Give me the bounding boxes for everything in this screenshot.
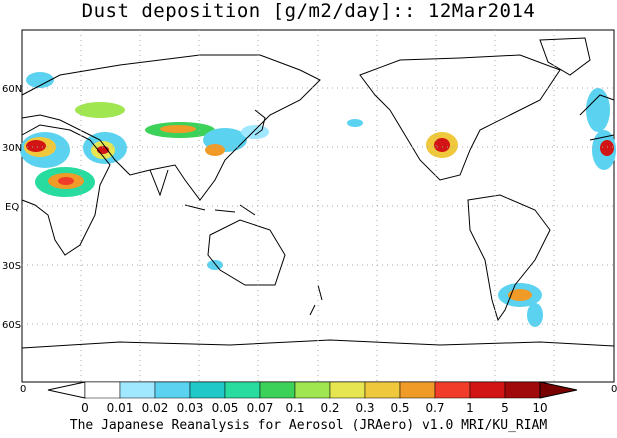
colorbar-tick-label: 0.7: [425, 401, 444, 415]
colorbar-tick-label: 0.2: [320, 401, 339, 415]
colorbar-segment: [364, 381, 401, 399]
colorbar-segment: [84, 381, 121, 399]
colorbar-tick-label: 0.05: [212, 401, 239, 415]
colorbar-segment: [224, 381, 261, 399]
colorbar-segment: [189, 381, 226, 399]
lat-label-60n: 60N: [2, 84, 22, 95]
colorbar-segment: [504, 381, 541, 399]
lat-label-60s: 60S: [2, 320, 21, 331]
dust-australia: [207, 260, 223, 270]
coastlines: [21, 37, 615, 349]
colorbar-tick-label: 0.07: [247, 401, 274, 415]
colorbar-tick-label: 0.1: [285, 401, 304, 415]
colorbar-tick-label: 0.5: [390, 401, 409, 415]
axis-right-label: 0: [611, 384, 617, 395]
axis-left-label: 0: [20, 384, 26, 395]
colorbar-segment: [399, 381, 436, 399]
colorbar: 0 0.01 0.02 0.03 0.05 0.07 0.1 0.2 0.3 0.5 0.7 1 5 10: [47, 381, 578, 415]
colorbar-right-arrow: [539, 381, 578, 399]
dust-central-asia: [75, 102, 125, 118]
colorbar-segment: [119, 381, 156, 399]
lat-label-30n: 30N: [2, 143, 22, 154]
colorbar-segment: [294, 381, 331, 399]
colorbar-segment: [329, 381, 366, 399]
lat-label-eq: EQ: [5, 202, 19, 213]
colorbar-tick-label: 0.3: [355, 401, 374, 415]
colorbar-tick-label: 0: [81, 401, 89, 415]
colorbar-segment: [259, 381, 296, 399]
colorbar-tick-label: 1: [466, 401, 474, 415]
colorbar-tick-label: 0.02: [142, 401, 169, 415]
graticule: [22, 30, 614, 382]
lat-label-30s: 30S: [2, 261, 21, 272]
colorbar-tick-label: 5: [501, 401, 509, 415]
colorbar-tick-label: 0.03: [177, 401, 204, 415]
dust-shading: [20, 72, 616, 327]
colorbar-segment: [434, 381, 471, 399]
map-title: Dust deposition [g/m2/day]:: 12Mar2014: [81, 0, 536, 22]
colorbar-segment: [469, 381, 506, 399]
colorbar-tick-label: 0.01: [107, 401, 134, 415]
colorbar-tick-label: 10: [532, 401, 547, 415]
colorbar-left-arrow: [47, 381, 86, 399]
footer-credit: The Japanese Reanalysis for Aerosol (JRA…: [69, 418, 548, 433]
colorbar-segment: [154, 381, 191, 399]
